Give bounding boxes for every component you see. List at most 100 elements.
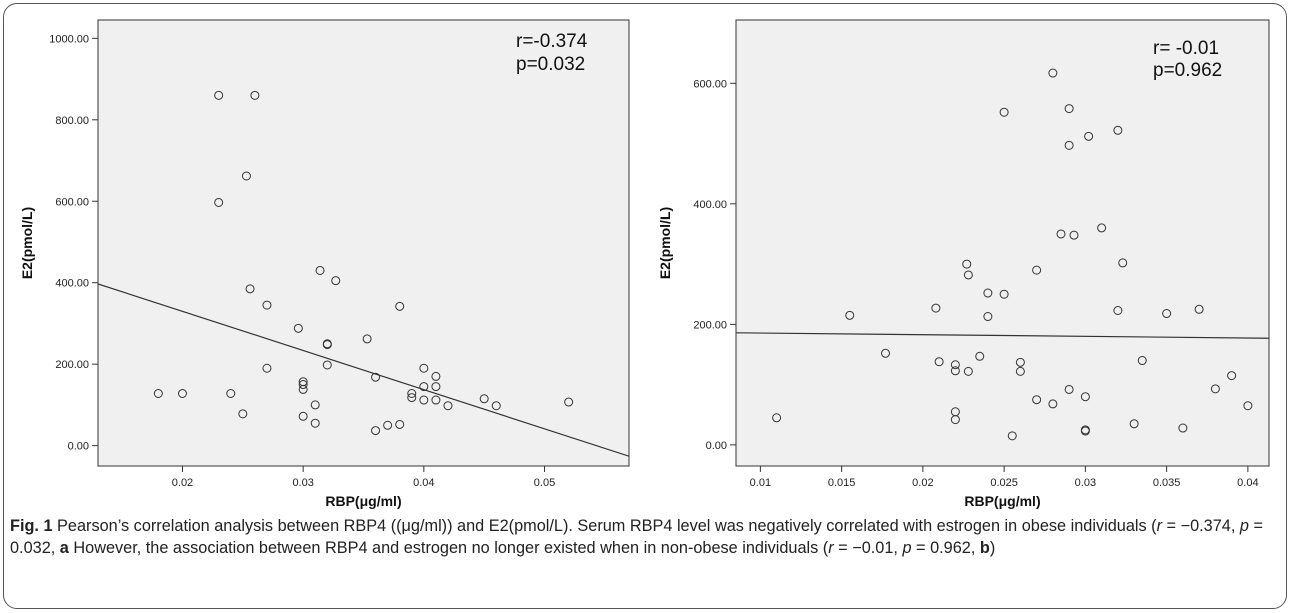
data-point-a — [293, 323, 303, 333]
data-point-b — [1032, 395, 1042, 405]
data-point-b — [1137, 356, 1147, 366]
data-point-a — [177, 388, 187, 398]
data-point-b — [1113, 125, 1123, 135]
data-point-b — [1015, 366, 1025, 376]
data-point-b — [999, 107, 1009, 117]
regression-line-b — [736, 332, 1269, 339]
caption-r-symbol-2: r — [828, 538, 834, 557]
data-point-a — [322, 340, 332, 350]
data-point-a — [395, 301, 405, 311]
data-point-b — [1227, 371, 1237, 381]
data-point-a — [315, 265, 325, 275]
data-point-a — [419, 363, 429, 373]
caption-r-value-2: = −0.01, — [833, 538, 903, 557]
data-point-b — [845, 310, 855, 320]
data-point-a — [383, 420, 393, 430]
data-point-b — [999, 289, 1009, 299]
x-tick-label-b: 0.03 — [1075, 477, 1096, 489]
caption-panel-b-ref: b — [979, 538, 990, 557]
data-point-a — [298, 384, 308, 394]
chart-panel-b: RBP(μg/ml) E2(pmol/L) 0.01 0.015 0.02 0.025… — [657, 19, 1270, 509]
data-point-b — [1048, 68, 1058, 78]
y-tick-label-a: 200.00 — [55, 359, 89, 371]
data-point-b — [1194, 304, 1204, 314]
chart-panel-a: RBP(μg/ml) E2(pmol/L) 0.02 0.03 0.04 0.05 0.… — [19, 19, 630, 509]
data-point-a — [322, 360, 332, 370]
data-point-a — [298, 411, 308, 421]
annotation-p-b: p=0.962 — [1153, 60, 1222, 81]
figure-label: Fig. 1 — [10, 517, 53, 535]
data-point-a — [214, 197, 224, 207]
data-point-b — [1032, 265, 1042, 275]
data-point-a — [371, 372, 381, 382]
data-point-a — [153, 388, 163, 398]
y-axis-label-b: E2(pmol/L) — [657, 207, 673, 279]
data-point-b — [975, 351, 985, 361]
data-point-b — [1015, 357, 1025, 367]
caption-panel-a-ref: a — [59, 538, 69, 557]
y-tick-label-a: 800.00 — [55, 115, 89, 127]
data-point-a — [298, 380, 308, 390]
data-point-b — [950, 415, 960, 425]
data-point-a — [431, 371, 441, 381]
data-point-b — [1064, 104, 1074, 114]
data-point-b — [983, 288, 993, 298]
data-point-b — [1210, 384, 1220, 394]
data-point-a — [407, 388, 417, 398]
annotation-r-a: r=-0.374 — [516, 31, 588, 52]
data-point-b — [1007, 431, 1017, 441]
data-point-b — [1064, 384, 1074, 394]
data-point-b — [881, 348, 890, 358]
data-point-b — [950, 360, 960, 370]
data-point-a — [491, 401, 501, 411]
x-tick-label-b: 0.035 — [1153, 477, 1181, 489]
x-tick-label-b: 0.01 — [750, 477, 771, 489]
y-tick-label-a: 1000.00 — [49, 33, 89, 45]
caption-text-3: ) — [989, 538, 996, 557]
data-point-b — [1048, 399, 1058, 409]
data-point-b — [1129, 419, 1139, 429]
data-point-a — [479, 394, 489, 404]
data-point-b — [934, 357, 944, 367]
data-point-a — [407, 393, 417, 403]
annotation-a: r=-0.374 p=0.032 — [516, 31, 588, 75]
data-point-a — [214, 90, 224, 100]
data-point-a — [226, 388, 236, 398]
data-point-b — [983, 312, 993, 322]
data-point-b — [1069, 230, 1079, 240]
data-point-b — [1243, 401, 1253, 411]
x-tick-label-a: 0.04 — [413, 477, 434, 489]
caption-p-symbol-1: p — [1239, 517, 1249, 535]
caption-r-value-1: = −0.374, — [1162, 517, 1240, 535]
y-tick-label-a: 0.00 — [68, 441, 89, 453]
data-point-b — [1162, 309, 1172, 319]
data-point-a — [395, 419, 405, 429]
data-point-a — [419, 395, 429, 405]
plot-area-a — [97, 19, 630, 467]
y-tick-label-a: 400.00 — [55, 278, 89, 290]
data-point-b — [1056, 229, 1066, 239]
data-point-a — [241, 171, 251, 181]
x-axis-label-b: RBP(μg/ml) — [964, 493, 1040, 509]
data-point-b — [962, 259, 972, 269]
data-point-a — [362, 334, 372, 344]
data-point-b — [772, 413, 782, 423]
caption-p-symbol-2: p — [902, 538, 912, 557]
x-tick-label-a: 0.03 — [292, 477, 313, 489]
data-point-a — [419, 382, 429, 392]
x-tick-label-b: 0.02 — [912, 477, 933, 489]
y-tick-label-b: 600.00 — [693, 78, 727, 90]
x-axis-label-a: RBP(μg/ml) — [325, 493, 401, 509]
y-tick-label-b: 400.00 — [693, 199, 727, 211]
data-point-a — [431, 382, 441, 392]
plot-area-b — [735, 19, 1270, 467]
data-point-a — [310, 418, 320, 428]
data-point-a — [371, 426, 381, 436]
x-tick-label-b: 0.015 — [828, 477, 856, 489]
figure-caption: Fig. 1 Pearson’s correlation analysis be… — [10, 516, 1280, 559]
annotation-b: r= -0.01 p=0.962 — [1153, 38, 1222, 81]
caption-p-value-2: = 0.962, — [911, 538, 980, 557]
x-tick-label-a: 0.02 — [172, 477, 193, 489]
data-point-a — [250, 90, 260, 100]
